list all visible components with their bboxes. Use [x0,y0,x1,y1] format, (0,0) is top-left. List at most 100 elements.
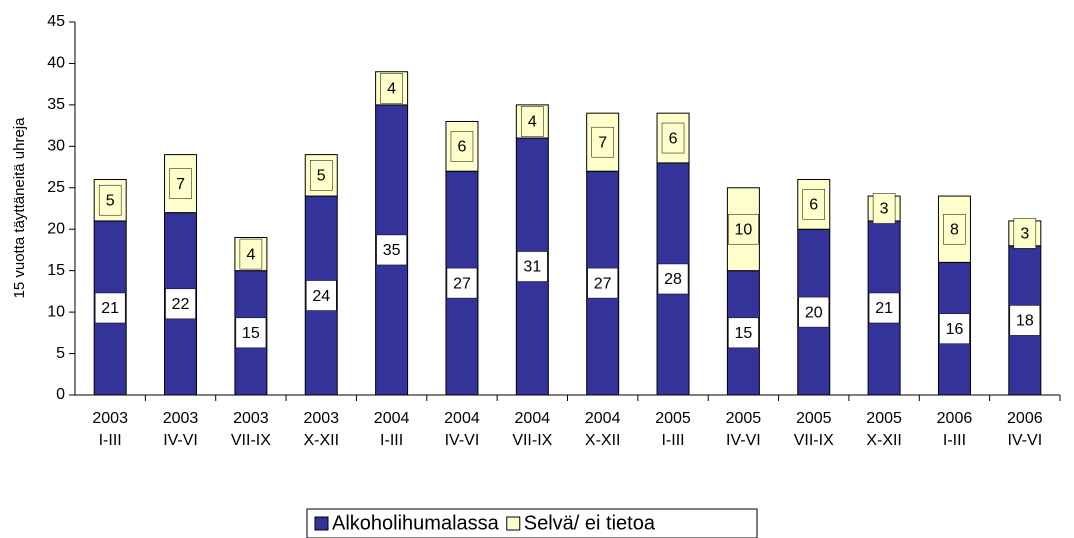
data-label-bg [1013,218,1037,249]
data-label: 5 [106,192,115,209]
data-label: 27 [453,275,471,292]
x-tick-label: VII-IX [512,432,552,449]
data-label: 3 [880,201,889,218]
y-tick-label: 0 [56,386,65,403]
y-axis-label: 15 vuotta täyttäneitä uhreja [11,117,28,299]
legend-box [306,508,758,538]
data-label: 20 [805,304,823,321]
data-label: 31 [523,259,541,276]
x-tick-label: I-III [380,432,403,449]
data-label-bg [728,317,759,349]
data-label-bg [169,168,192,199]
data-label-bg [872,193,896,224]
data-label: 24 [312,288,330,305]
x-tick-label: 2003 [303,410,339,427]
data-label-bg [450,131,474,162]
data-label: 21 [875,300,893,317]
x-tick-label: 2005 [866,410,902,427]
data-label: 10 [734,221,752,238]
x-tick-label: 2003 [92,410,128,427]
x-tick-label: 2003 [163,410,199,427]
x-tick-label: 2004 [515,410,551,427]
y-tick-label: 15 [47,262,65,279]
data-label-bg [1009,305,1041,336]
x-tick-label: VII-IX [794,432,834,449]
data-label-bg [239,238,263,270]
x-tick-label: IV-VI [726,432,761,449]
data-label-bg [517,251,548,282]
data-label-bg [165,288,196,320]
data-label-bg [306,280,337,311]
x-tick-label: I-III [99,432,122,449]
data-label-bg [939,313,970,344]
data-label: 22 [172,296,190,313]
data-label: 4 [387,81,396,98]
x-tick-label: 2004 [444,410,480,427]
data-label: 4 [246,246,255,263]
x-tick-label: 2004 [585,410,621,427]
data-label: 27 [594,275,612,292]
y-tick-label: 30 [47,138,65,155]
data-label: 7 [176,176,185,193]
y-tick-label: 20 [47,220,65,237]
data-label: 15 [734,325,752,342]
data-label: 8 [950,221,959,238]
x-tick-label: X-XII [303,432,339,449]
x-tick-label: X-XII [866,432,902,449]
y-tick-label: 25 [47,179,65,196]
data-label-bg [868,292,900,324]
data-label: 6 [458,139,467,156]
x-tick-label: IV-VI [1007,432,1042,449]
y-tick-label: 5 [56,345,65,362]
data-label: 5 [317,168,326,185]
data-label: 15 [242,325,260,342]
data-label-bg [798,296,829,328]
data-label-bg [446,267,478,299]
data-label: 21 [101,300,119,317]
legend-label: Alkoholihumalassa [332,512,500,534]
x-tick-label: X-XII [585,432,621,449]
y-tick-label: 45 [47,13,65,30]
x-tick-label: I-III [943,432,966,449]
x-tick-label: 2005 [726,410,762,427]
x-tick-label: IV-VI [445,432,480,449]
y-tick-label: 35 [47,96,65,113]
data-label-bg [521,106,544,137]
legend-label: Selvä/ ei tietoa [524,512,656,534]
data-label-bg [98,184,122,216]
data-label: 4 [528,114,537,131]
data-label: 28 [664,271,682,288]
x-tick-label: 2005 [655,410,691,427]
x-tick-label: 2005 [796,410,832,427]
data-label-bg [728,213,759,245]
data-label-bg [376,234,407,266]
y-tick-label: 10 [47,303,65,320]
data-label-bg [943,213,966,245]
x-tick-label: 2006 [1007,410,1043,427]
x-tick-label: VII-IX [231,432,271,449]
x-tick-label: 2004 [374,410,410,427]
x-tick-label: I-III [661,432,684,449]
data-label-bg [310,160,333,191]
data-label: 6 [669,130,678,147]
y-tick-label: 40 [47,55,65,72]
data-label-bg [661,122,685,154]
data-label: 16 [946,321,964,338]
data-label: 6 [809,197,818,214]
data-label: 35 [383,242,401,259]
data-label-bg [591,126,614,158]
data-label-bg [802,189,825,220]
data-label-bg [380,73,403,104]
data-label: 7 [598,134,607,151]
data-label: 18 [1016,313,1034,330]
legend-swatch [506,516,521,531]
legend-swatch [314,516,329,531]
x-tick-label: 2006 [937,410,973,427]
data-label-bg [657,263,689,295]
data-label: 3 [1020,226,1029,243]
x-tick-label: IV-VI [163,432,198,449]
data-label-bg [587,267,618,299]
data-label-bg [235,317,267,349]
x-tick-label: 2003 [233,410,269,427]
